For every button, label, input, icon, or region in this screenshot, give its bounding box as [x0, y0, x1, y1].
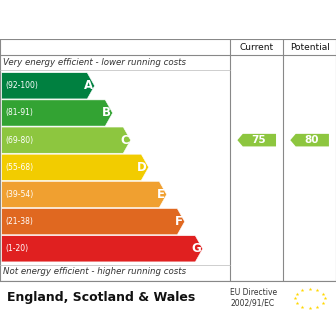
- Text: E: E: [157, 188, 165, 201]
- Text: 80: 80: [304, 135, 319, 145]
- Polygon shape: [2, 236, 203, 262]
- Text: (21-38): (21-38): [5, 217, 33, 226]
- Text: (1-20): (1-20): [5, 244, 28, 253]
- Polygon shape: [2, 181, 167, 208]
- Text: (69-80): (69-80): [5, 136, 33, 145]
- Text: Current: Current: [240, 43, 274, 52]
- Text: Energy Efficiency Rating: Energy Efficiency Rating: [10, 12, 232, 27]
- Text: D: D: [137, 161, 147, 174]
- Text: Very energy efficient - lower running costs: Very energy efficient - lower running co…: [3, 58, 186, 67]
- Text: England, Scotland & Wales: England, Scotland & Wales: [7, 291, 195, 304]
- Text: 75: 75: [251, 135, 266, 145]
- Text: Not energy efficient - higher running costs: Not energy efficient - higher running co…: [3, 267, 186, 276]
- Text: B: B: [102, 106, 111, 119]
- Text: (92-100): (92-100): [5, 81, 38, 90]
- Polygon shape: [290, 134, 329, 146]
- Text: C: C: [120, 134, 129, 147]
- Text: (81-91): (81-91): [5, 108, 33, 117]
- Polygon shape: [2, 73, 95, 99]
- Polygon shape: [2, 127, 131, 153]
- Text: Potential: Potential: [290, 43, 330, 52]
- Polygon shape: [2, 154, 149, 180]
- Polygon shape: [2, 209, 185, 235]
- Text: (39-54): (39-54): [5, 190, 33, 199]
- Polygon shape: [2, 100, 113, 126]
- Text: A: A: [84, 79, 93, 92]
- Text: EU Directive
2002/91/EC: EU Directive 2002/91/EC: [230, 288, 277, 307]
- Text: (55-68): (55-68): [5, 163, 33, 172]
- Text: G: G: [191, 242, 201, 255]
- Polygon shape: [237, 134, 276, 146]
- Text: F: F: [175, 215, 183, 228]
